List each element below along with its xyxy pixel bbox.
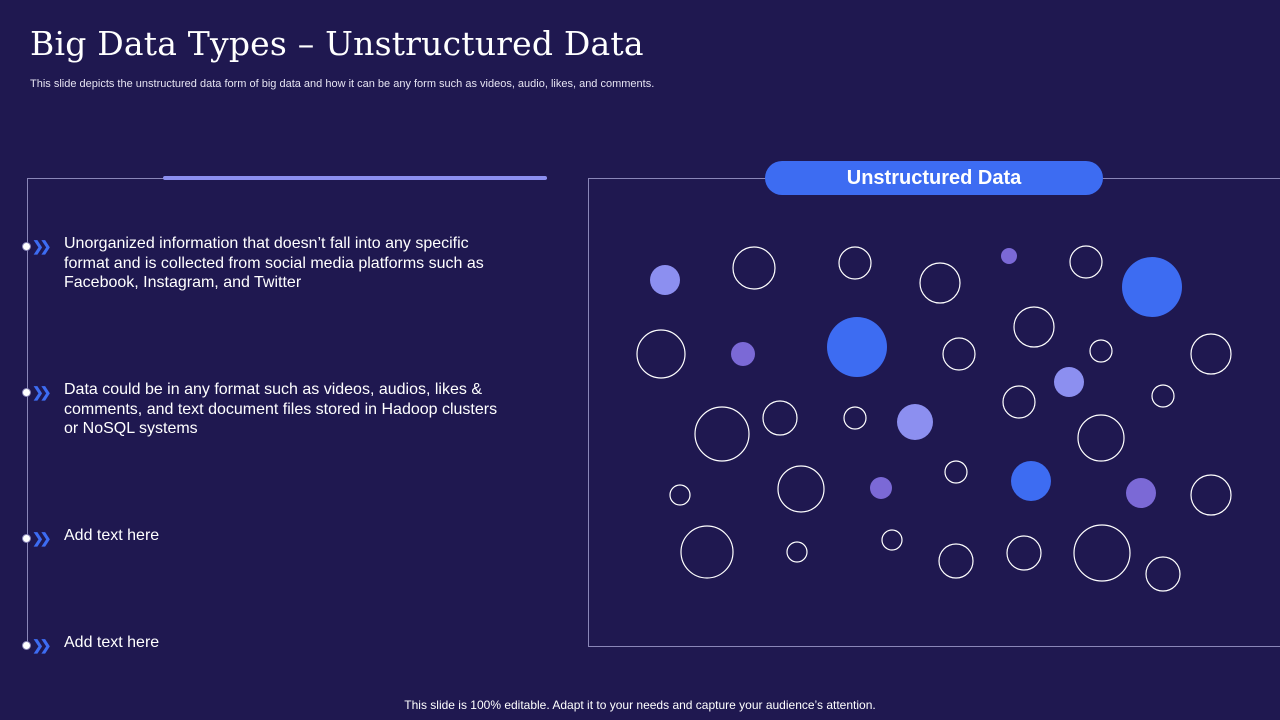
bubble-outline <box>881 529 903 551</box>
bubble-outline <box>636 329 686 379</box>
bubble-outline <box>1190 333 1232 375</box>
bubble-outline <box>762 400 798 436</box>
bubble-outline <box>1089 339 1113 363</box>
double-chevron-right-icon: ❯❯ <box>32 238 52 254</box>
page-subtitle: This slide depicts the unstructured data… <box>30 78 655 90</box>
double-chevron-right-icon: ❯❯ <box>32 530 52 546</box>
bubble-filled <box>1122 257 1182 317</box>
bubble-outline <box>1006 535 1042 571</box>
bubble-filled <box>731 342 755 366</box>
bullet-text: Unorganized information that doesn’t fal… <box>64 235 484 291</box>
bubble-outline <box>1145 556 1181 592</box>
bubble-outline <box>938 543 974 579</box>
double-chevron-right-icon: ❯❯ <box>32 384 52 400</box>
bullet-dot-icon <box>22 388 31 397</box>
bubble-outline <box>843 406 867 430</box>
bubble-outline <box>919 262 961 304</box>
frame-accent-bar <box>163 176 547 180</box>
bullet-dot-icon <box>22 534 31 543</box>
bubble-outline <box>1077 414 1125 462</box>
footer-note: This slide is 100% editable. Adapt it to… <box>404 698 876 712</box>
bubble-filled <box>1001 248 1017 264</box>
bubble-filled <box>650 265 680 295</box>
bubble-outline <box>838 246 872 280</box>
panel-heading: Unstructured Data <box>765 161 1103 195</box>
bubble-filled <box>1011 461 1051 501</box>
double-chevron-right-icon: ❯❯ <box>32 637 52 653</box>
page-title: Big Data Types – Unstructured Data <box>30 24 644 63</box>
bubble-outline <box>942 337 976 371</box>
bubble-outline <box>1073 524 1131 582</box>
bubble-outline <box>944 460 968 484</box>
bubble-outline <box>1013 306 1055 348</box>
bubble-filled <box>1054 367 1084 397</box>
bullet-dot-icon <box>22 641 31 650</box>
bubble-outline <box>732 246 776 290</box>
bullet-text: Data could be in any format such as vide… <box>64 381 498 437</box>
bullet-text: Add text here <box>64 527 160 544</box>
bubble-filled <box>1126 478 1156 508</box>
bubble-filled <box>897 404 933 440</box>
bubble-outline <box>786 541 808 563</box>
bubble-outline <box>1190 474 1232 516</box>
bubble-filled <box>827 317 887 377</box>
bubble-outline <box>1069 245 1103 279</box>
bubble-outline <box>669 484 691 506</box>
bubble-outline <box>694 406 750 462</box>
bubble-outline <box>1151 384 1175 408</box>
bubble-outline <box>777 465 825 513</box>
bubble-outline <box>680 525 734 579</box>
bullet-dot-icon <box>22 242 31 251</box>
bubble-outline <box>1002 385 1036 419</box>
bullet-text: Add text here <box>64 634 160 651</box>
bubble-filled <box>870 477 892 499</box>
